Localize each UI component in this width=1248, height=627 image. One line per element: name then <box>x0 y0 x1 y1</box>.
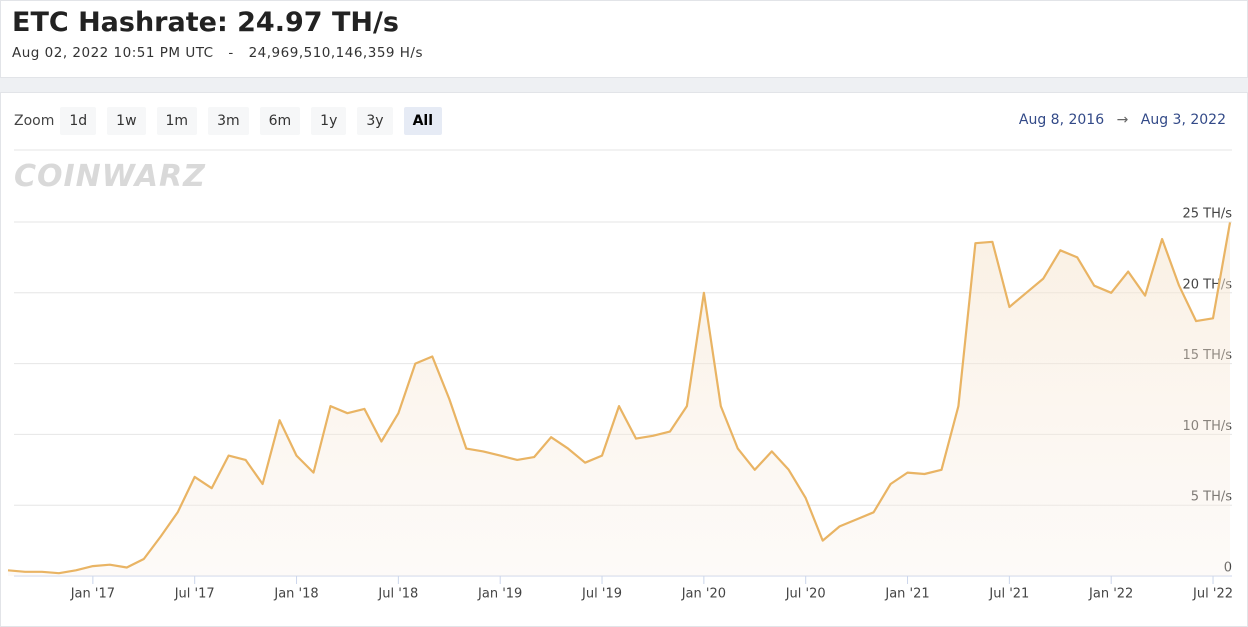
area-fill <box>8 222 1230 576</box>
range-end[interactable]: Aug 3, 2022 <box>1140 112 1226 128</box>
x-tick-label: Jan '21 <box>884 587 929 602</box>
x-tick-label: Jul '17 <box>174 587 215 602</box>
x-tick-label: Jan '17 <box>70 587 115 602</box>
date-range: Aug 8, 2016 → Aug 3, 2022 <box>1011 112 1226 128</box>
zoom-button[interactable]: 1y <box>311 107 347 135</box>
x-tick-label: Jul '19 <box>581 587 622 602</box>
separator: - <box>228 45 234 61</box>
range-start[interactable]: Aug 8, 2016 <box>1018 112 1105 128</box>
range-arrow: → <box>1116 112 1129 128</box>
page-title: ETC Hashrate: 24.97 TH/s <box>12 7 399 38</box>
zoom-button[interactable]: 1d <box>60 107 97 135</box>
zoom-button[interactable]: 3y <box>357 107 393 135</box>
x-tick-label: Jul '21 <box>988 587 1029 602</box>
y-tick-label: 25 TH/s <box>1182 207 1232 222</box>
zoom-button[interactable]: 1w <box>107 107 146 135</box>
zoom-bar: Zoom 1d 1w 1m 3m 6m 1y 3y All <box>14 107 453 135</box>
x-tick-label: Jan '20 <box>681 587 726 602</box>
zoom-button[interactable]: 6m <box>259 107 301 135</box>
zoom-label: Zoom <box>14 113 55 129</box>
x-tick-label: Jul '22 <box>1192 587 1233 602</box>
zoom-button[interactable]: All <box>403 107 442 135</box>
x-tick-label: Jul '18 <box>377 587 418 602</box>
hashrate-raw: 24,969,510,146,359 H/s <box>248 45 424 61</box>
subtitle: Aug 02, 2022 10:51 PM UTC - 24,969,510,1… <box>12 45 433 61</box>
x-tick-label: Jan '22 <box>1088 587 1133 602</box>
zoom-button[interactable]: 1m <box>156 107 198 135</box>
x-tick-label: Jan '18 <box>273 587 318 602</box>
x-tick-label: Jul '20 <box>785 587 826 602</box>
watermark: COINWARZ <box>14 159 206 194</box>
header-card: ETC Hashrate: 24.97 TH/s Aug 02, 2022 10… <box>0 0 1248 78</box>
zoom-button[interactable]: 3m <box>208 107 249 135</box>
timestamp: Aug 02, 2022 10:51 PM UTC <box>12 45 214 61</box>
line <box>7 222 1232 575</box>
x-tick-label: Jan '19 <box>477 587 522 602</box>
